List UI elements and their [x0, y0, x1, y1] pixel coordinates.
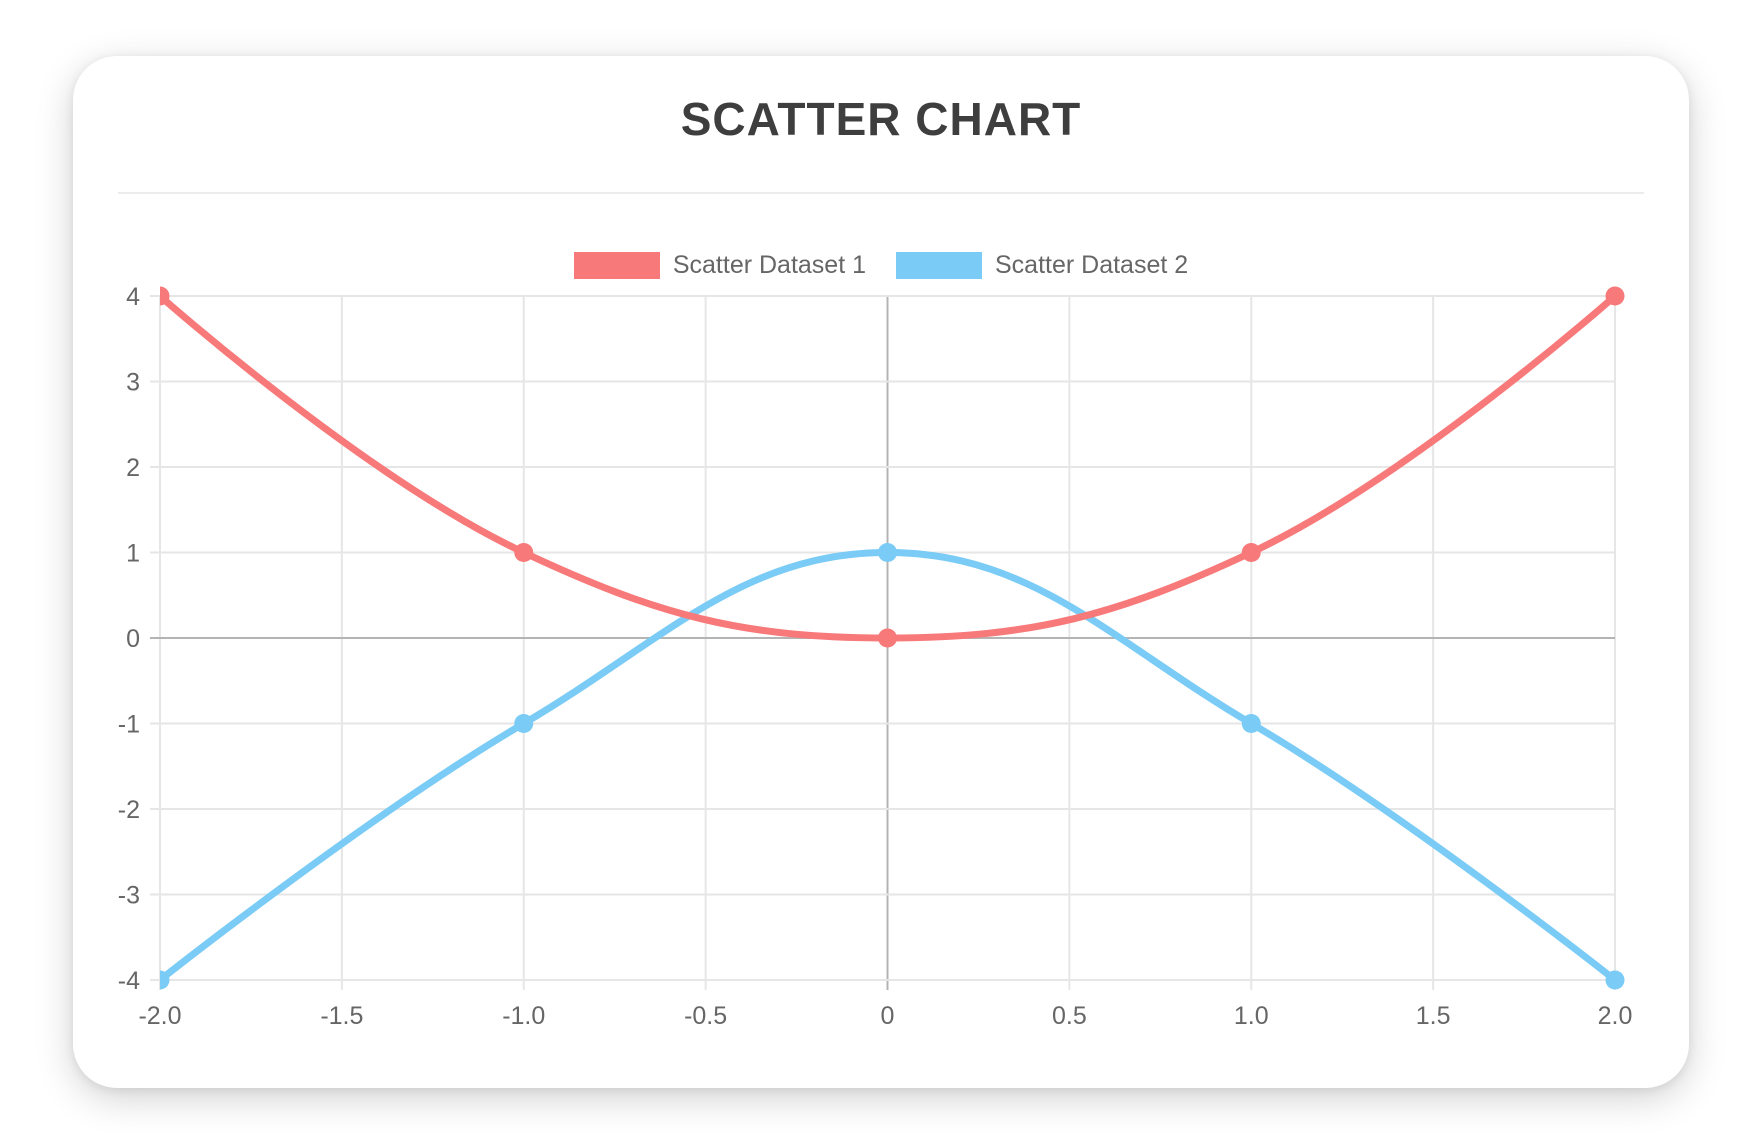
data-point[interactable]	[151, 286, 170, 306]
data-point[interactable]	[514, 543, 534, 562]
legend: Scatter Dataset 1 Scatter Dataset 2	[73, 252, 1689, 279]
data-point[interactable]	[1241, 714, 1261, 733]
x-axis-tick-label: -1.5	[320, 1002, 363, 1030]
y-axis-tick-label: 2	[126, 454, 140, 482]
y-axis-tick-label: 0	[126, 625, 140, 653]
legend-item-1[interactable]: Scatter Dataset 1	[573, 251, 866, 279]
x-axis-tick-label: 0.5	[1052, 1002, 1087, 1030]
y-axis-tick-label: -4	[118, 967, 140, 995]
y-axis-tick-label: 3	[126, 369, 140, 397]
x-axis-tick-label: 2.0	[1598, 1002, 1633, 1030]
title-divider	[118, 192, 1644, 194]
x-axis-tick-label: 1.0	[1234, 1002, 1269, 1030]
legend-swatch	[896, 252, 982, 279]
y-axis-tick-label: -3	[118, 882, 140, 910]
data-point[interactable]	[1605, 970, 1625, 990]
x-axis-tick-label: -2.0	[138, 1002, 181, 1030]
data-point[interactable]	[1241, 543, 1261, 562]
series-1	[151, 286, 1625, 648]
legend-swatch	[573, 252, 660, 279]
scatter-chart[interactable]: -2.0 -1.5 -1.0 -0.5 0 0.5 1.0 1.5 2.0 4 3 2 1 0 -1 -2 -3…	[73, 56, 1689, 1088]
axis-labels: -2.0 -1.5 -1.0 -0.5 0 0.5 1.0 1.5 2.0 4 3 2 1 0 -1 -2 -3…	[118, 283, 1633, 1030]
chart-title: SCATTER CHART	[680, 93, 1082, 145]
data-point[interactable]	[1605, 286, 1625, 306]
y-axis-tick-label: -1	[118, 711, 140, 739]
y-axis-tick-label: -2	[118, 796, 140, 824]
series-2	[151, 543, 1625, 990]
x-axis-tick-label: -1.0	[502, 1002, 545, 1030]
legend-label: Scatter Dataset 1	[672, 251, 866, 279]
x-axis-tick-label: 0	[881, 1002, 895, 1030]
legend-item-2[interactable]: Scatter Dataset 2	[896, 252, 1188, 279]
x-axis-tick-label: -0.5	[684, 1002, 727, 1030]
data-point[interactable]	[878, 543, 897, 562]
legend-label: Scatter Dataset 2	[995, 251, 1189, 279]
x-axis-tick-label: 1.5	[1416, 1002, 1451, 1030]
data-point[interactable]	[514, 714, 534, 733]
chart-card: SCATTER CHART Scatter Dataset 1 Scatter D…	[73, 56, 1689, 1088]
y-axis-tick-label: 1	[126, 540, 140, 568]
y-axis-tick-label: 4	[126, 283, 140, 311]
data-point[interactable]	[151, 970, 170, 990]
data-point[interactable]	[878, 628, 897, 648]
